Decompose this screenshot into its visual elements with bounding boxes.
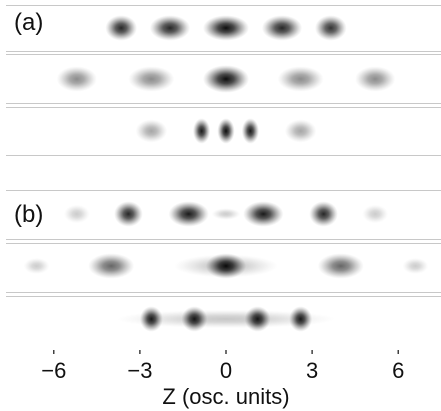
density-blob [149, 15, 191, 41]
density-blob [105, 15, 137, 41]
density-blob [277, 66, 324, 92]
density-blob [139, 306, 163, 332]
density-blob [23, 258, 50, 274]
x-tick-label: 3 [306, 358, 318, 383]
density-blob [135, 119, 168, 143]
density-blob [128, 66, 175, 92]
density-blob [56, 66, 97, 92]
density-blob [284, 119, 317, 143]
density-blob [63, 204, 90, 224]
density-blob [315, 15, 347, 41]
density-blob [116, 309, 336, 329]
x-axis-title: Z (osc. units) [162, 384, 289, 409]
density-blob [309, 201, 338, 227]
density-blob [203, 15, 249, 41]
density-blob [203, 65, 249, 93]
density-blob [168, 201, 209, 227]
density-blob [193, 118, 211, 144]
density-blob [205, 253, 247, 279]
density-rows [23, 15, 429, 332]
density-blob [241, 118, 259, 144]
row-separators [6, 5, 441, 297]
density-blob [114, 201, 143, 227]
density-blob [211, 208, 241, 220]
density-blob [243, 201, 284, 227]
density-blob [355, 66, 396, 92]
density-blob [362, 204, 389, 224]
density-blob [289, 306, 313, 332]
x-axis: −6 −3 0 3 6 [41, 350, 404, 383]
x-tick-label: −3 [127, 358, 152, 383]
density-blob [217, 118, 235, 144]
density-blob [317, 253, 364, 279]
density-blob [402, 258, 429, 274]
x-tick-label: −6 [41, 358, 66, 383]
x-tick-label: 0 [220, 358, 232, 383]
density-blob [261, 15, 303, 41]
panel-label-b: (b) [14, 201, 43, 228]
density-blob [88, 253, 135, 279]
x-tick-label: 6 [392, 358, 404, 383]
density-blob [181, 306, 208, 332]
density-blob [244, 306, 271, 332]
panel-label-a: (a) [14, 9, 43, 36]
